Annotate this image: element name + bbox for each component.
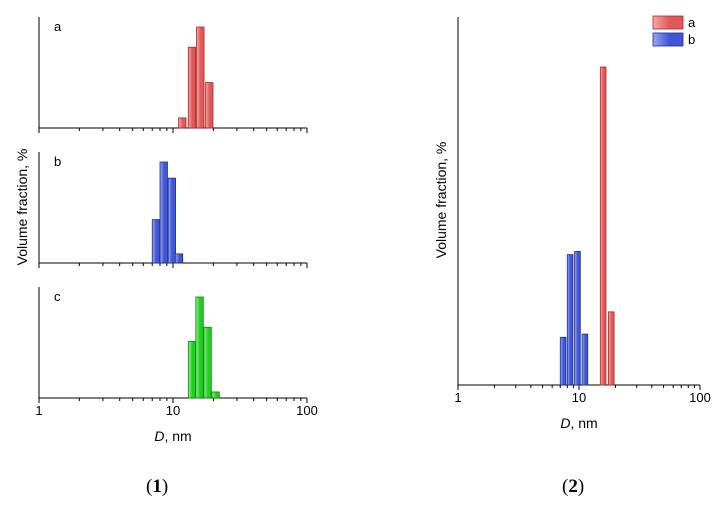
chart1-panel-c-bar-3 [211, 391, 220, 399]
chart2-y-label: Volume fraction, % [433, 142, 449, 259]
chart1-panel-c-label: c [54, 289, 61, 304]
chart1-panel-c-bar-1 [195, 296, 204, 399]
chart1-x-tick-label-0: 1 [35, 403, 42, 418]
chart2-legend: ab [652, 15, 696, 47]
chart1-panel-b: b [38, 152, 308, 268]
chart1-y-label: Volume fraction, % [14, 149, 30, 266]
chart1-panel-a-label: a [54, 19, 62, 34]
caption-left: (1) [146, 476, 169, 497]
chart1-x-label: D, nm [154, 428, 191, 444]
chart1-panel-b-label: b [54, 154, 61, 169]
chart2-legend-swatch-b [652, 32, 684, 47]
chart1-panel-a-bar-1 [187, 46, 197, 129]
chart2-series-a-bar-0 [599, 66, 607, 386]
chart2-series-b-bar-1 [566, 254, 574, 386]
chart2-series-b-bar-3 [581, 333, 589, 386]
chart1-panel-a-bar-3 [205, 82, 214, 129]
chart2-x-label: D, nm [560, 415, 597, 431]
chart1-panel-b-bar-3 [174, 253, 184, 264]
caption-right: (2) [562, 476, 585, 497]
chart1-panel-b-bar-1 [159, 161, 168, 264]
chart2-series-a-bar-1 [608, 311, 615, 386]
chart1-panel-a-bar-0 [178, 117, 187, 129]
chart1-panel-c-bar-0 [187, 341, 197, 399]
chart1-panel-a: a [38, 17, 308, 133]
chart2-x-tick-label-0: 1 [454, 390, 461, 405]
chart1-panel-c-bar-2 [203, 326, 212, 399]
chart1-panel-c: c [38, 287, 308, 403]
chart2-series-b-bar-0 [559, 336, 567, 386]
chart1-x-tick-label-1: 10 [166, 403, 180, 418]
chart2-x-tick-label-2: 100 [689, 390, 711, 405]
chart2-legend-swatch-a [652, 15, 684, 30]
chart1-panel-a-bar-2 [196, 26, 205, 129]
chart1-panel-b-bar-2 [167, 177, 176, 264]
chart1-panel-b-bar-0 [151, 219, 161, 264]
chart2-legend-label-b: b [688, 32, 695, 47]
chart2-series-b-bar-2 [574, 251, 581, 386]
chart1-x-tick-label-2: 100 [296, 403, 318, 418]
chart-1: a b c 1 10 100 D, nm Volume fraction, % [14, 17, 318, 444]
chart-2: 1 10 100 D, nm Volume fraction, % ab [433, 15, 711, 431]
chart2-legend-label-a: a [688, 15, 696, 30]
chart2-x-tick-label-1: 10 [572, 390, 586, 405]
